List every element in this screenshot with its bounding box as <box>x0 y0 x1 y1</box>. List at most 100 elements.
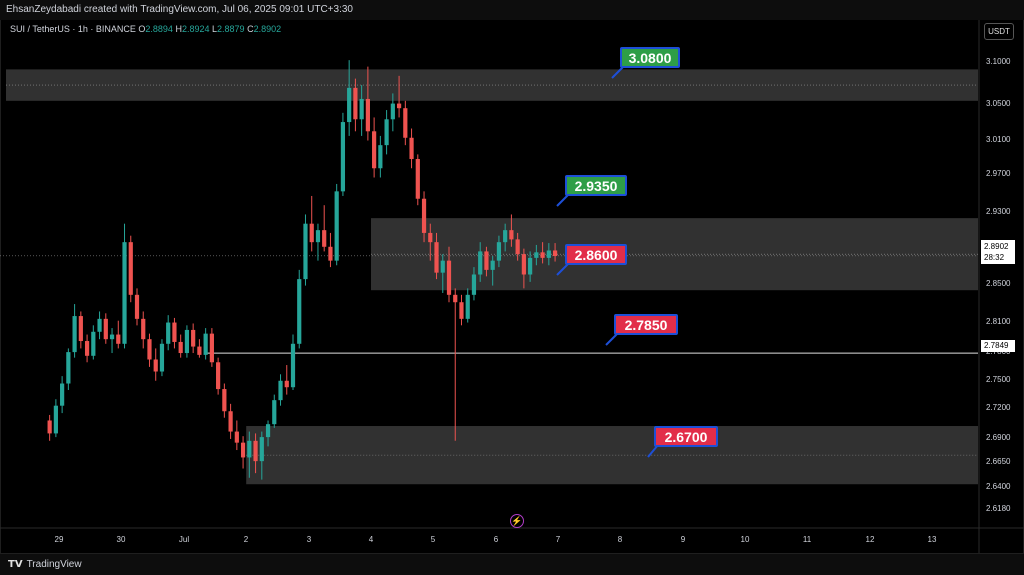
annotation-2-6700[interactable]: 2.6700 <box>654 426 718 447</box>
credit-text: EhsanZeydabadi created with TradingView.… <box>6 4 353 15</box>
tradingview-brand: TradingView <box>26 559 82 570</box>
footer-bar: TV TradingView <box>0 553 1024 575</box>
currency-button[interactable]: USDT <box>984 23 1014 40</box>
candle-body-23 <box>191 329 196 347</box>
candle-body-29 <box>228 411 233 432</box>
candle-body-37 <box>278 380 283 401</box>
candle-body-17 <box>153 359 158 372</box>
candle-body-46 <box>334 191 339 261</box>
candle-body-67 <box>465 294 470 319</box>
candle-body-56 <box>396 103 402 109</box>
candle-body-72 <box>496 242 502 261</box>
annotation-2-9350[interactable]: 2.9350 <box>565 175 627 196</box>
candle-body-13 <box>128 242 133 295</box>
candle-body-31 <box>240 442 246 458</box>
time-tick-label: 8 <box>617 535 623 544</box>
price-tick-label: 2.9300 <box>986 207 1011 216</box>
candle-body-15 <box>141 318 146 340</box>
candle-body-80 <box>546 250 551 258</box>
annotation-connector-2 <box>556 262 570 276</box>
time-tick-label: 12 <box>865 535 875 544</box>
time-tick-label: 4 <box>368 535 374 544</box>
price-tick-label: 3.1000 <box>986 57 1011 66</box>
symbol-legend: SUI / TetherUS · 1h · BINANCE O2.8894 H2… <box>10 24 281 34</box>
annotation-connector-4 <box>647 444 659 458</box>
price-tick-label: 2.6400 <box>986 482 1011 491</box>
candle-body-50 <box>359 98 364 120</box>
ohlc-close: C2.8902 <box>247 24 282 34</box>
price-tick-label: 2.6650 <box>986 457 1011 466</box>
candle-body-48 <box>347 87 352 123</box>
candle-body-21 <box>178 341 183 354</box>
time-tick-label: 11 <box>802 535 812 544</box>
price-tick-label: 2.7500 <box>986 375 1011 384</box>
tradingview-logo[interactable]: TV TradingView <box>8 559 82 570</box>
time-tick-label: 29 <box>54 535 64 544</box>
candle-body-69 <box>478 251 483 275</box>
annotation-2-7850[interactable]: 2.7850 <box>614 314 678 335</box>
candle-body-41 <box>303 223 308 280</box>
candle-body-51 <box>365 98 370 132</box>
bolt-icon[interactable]: ⚡ <box>510 514 524 528</box>
candle-body-8 <box>97 318 102 332</box>
annotation-connector-1 <box>556 193 570 207</box>
candle-body-77 <box>528 257 533 275</box>
candle-body-33 <box>253 440 258 462</box>
candle-body-0 <box>47 420 52 434</box>
candle-body-81 <box>552 250 558 257</box>
candle-body-28 <box>222 389 227 412</box>
price-tick-label: 2.8100 <box>986 317 1011 326</box>
price-tick-label: 2.7200 <box>986 403 1011 412</box>
time-tick-label: 9 <box>680 535 686 544</box>
candle-body-53 <box>378 145 383 169</box>
candle-body-54 <box>384 119 389 146</box>
candle-countdown: 28:32 <box>984 253 1005 262</box>
annotation-3-0800[interactable]: 3.0800 <box>620 47 680 68</box>
price-tick-label: 2.8500 <box>986 279 1011 288</box>
candle-body-47 <box>340 122 346 192</box>
symbol-title: SUI / TetherUS · 1h · BINANCE <box>10 24 136 34</box>
candle-body-20 <box>172 322 177 342</box>
annotation-connector-3 <box>605 332 619 346</box>
candle-body-43 <box>315 230 321 243</box>
candle-body-59 <box>415 159 420 199</box>
candle-body-11 <box>116 334 121 344</box>
price-tick-label: 2.6900 <box>986 433 1011 442</box>
candle-body-70 <box>484 251 489 270</box>
candle-body-4 <box>72 316 77 353</box>
candle-body-64 <box>446 260 452 295</box>
candle-body-49 <box>353 87 358 120</box>
last-price-value: 2.8902 <box>984 242 1009 251</box>
annotation-2-8600[interactable]: 2.8600 <box>565 244 627 265</box>
candle-body-24 <box>197 346 202 355</box>
candle-body-26 <box>209 333 214 363</box>
candle-body-55 <box>390 103 395 120</box>
price-tick-label: 3.0100 <box>986 135 1011 144</box>
candle-body-9 <box>103 318 108 340</box>
candle-body-63 <box>440 260 445 273</box>
candle-body-7 <box>91 331 96 356</box>
candle-body-45 <box>328 246 333 261</box>
time-tick-label: 7 <box>555 535 561 544</box>
ohlc-low: L2.8879 <box>212 24 245 34</box>
time-tick-label: 5 <box>430 535 436 544</box>
ohlc-open: O2.8894 <box>138 24 173 34</box>
candle-body-39 <box>290 343 296 388</box>
candle-body-35 <box>265 424 271 438</box>
tv-logo-mark: TV <box>8 559 23 570</box>
time-tick-label: 6 <box>493 535 499 544</box>
candle-body-30 <box>234 431 239 443</box>
candle-body-66 <box>459 302 464 319</box>
zone-2 <box>246 426 978 485</box>
candle-body-16 <box>147 339 152 360</box>
time-tick-label: Jul <box>178 535 190 544</box>
candle-body-65 <box>453 294 458 303</box>
candle-body-38 <box>284 380 289 388</box>
candle-body-58 <box>409 137 414 160</box>
candle-body-61 <box>428 232 433 243</box>
candle-body-68 <box>471 274 477 295</box>
time-tick-label: 3 <box>306 535 312 544</box>
horizontal-line-price-label: 2.7849 <box>981 340 1015 352</box>
ohlc-high: H2.8924 <box>175 24 210 34</box>
